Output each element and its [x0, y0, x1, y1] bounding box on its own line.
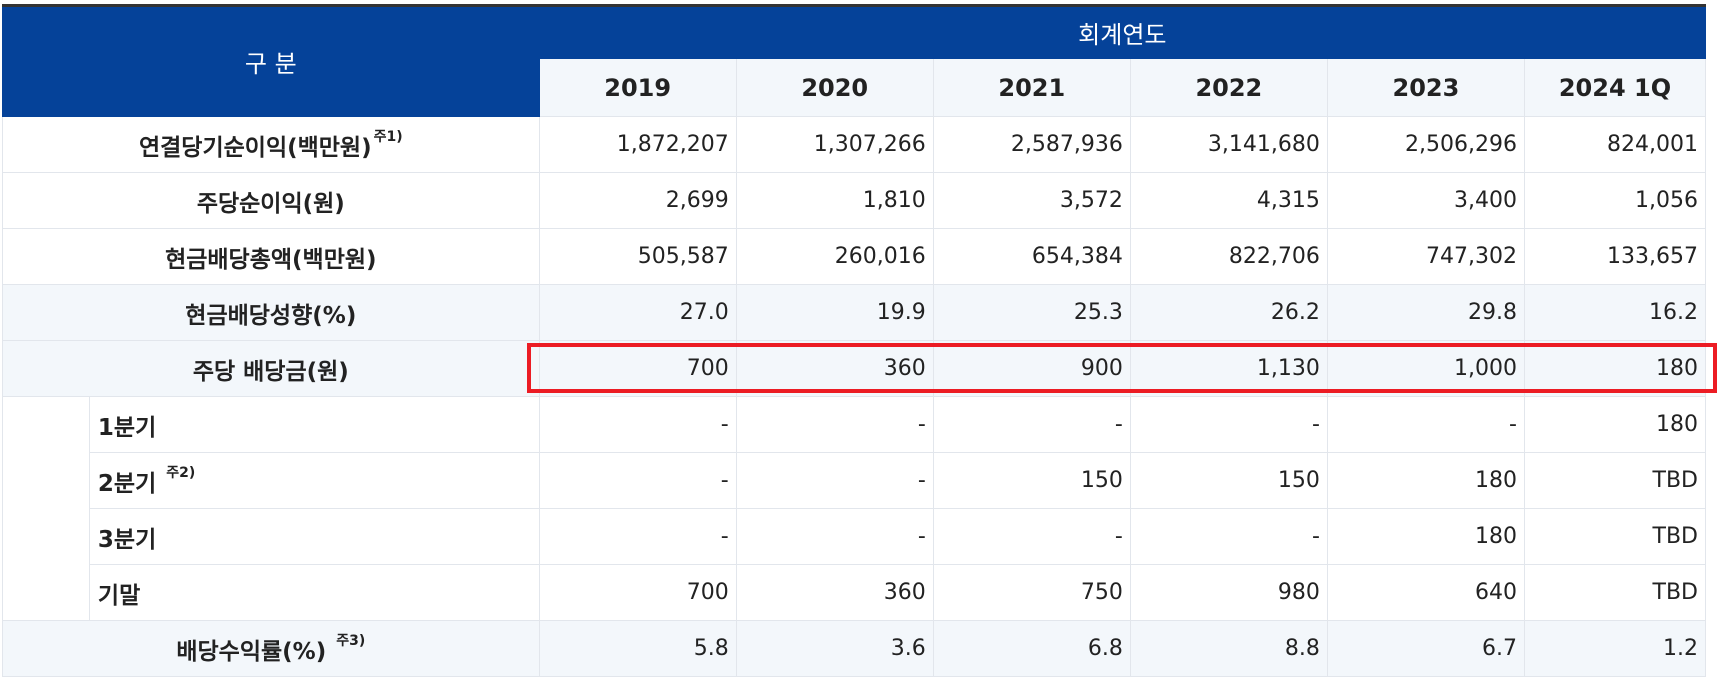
cell-value: - — [538, 452, 737, 509]
table-row-dps: 주당 배당금(원) 700 360 900 1,130 1,000 180 — [2, 340, 1707, 397]
header-year-2019: 2019 — [538, 58, 737, 117]
cell-value: - — [1326, 396, 1525, 453]
footnote-mark: 주2) — [166, 464, 196, 481]
cell-value: 1,810 — [735, 172, 934, 229]
cell-value: - — [932, 508, 1131, 565]
row-label: 주당순이익(원) — [2, 172, 540, 229]
header-row-years: 2019 2020 2021 2022 2023 2024 1Q — [3, 58, 1707, 117]
indent-spacer — [2, 396, 90, 621]
cell-value: - — [735, 396, 934, 453]
cell-value: 3.6 — [735, 620, 934, 677]
cell-value: 25.3 — [932, 284, 1131, 341]
row-label-text: 배당수익률(%) — [176, 638, 327, 665]
cell-value: 1,872,207 — [538, 116, 737, 173]
header-year-2020: 2020 — [735, 58, 934, 117]
cell-value: 27.0 — [538, 284, 737, 341]
cell-value: 1,307,266 — [735, 116, 934, 173]
cell-value: 980 — [1129, 564, 1328, 621]
header-year-2022: 2022 — [1129, 58, 1328, 117]
cell-value: 6.8 — [932, 620, 1131, 677]
header-row-fiscal-year: 구 분 회계연도 — [2, 5, 1707, 117]
row-label: 3분기 — [88, 508, 540, 565]
header-year-2023: 2023 — [1326, 58, 1525, 117]
cell-value: 1,000 — [1326, 340, 1525, 397]
cell-value: 900 — [932, 340, 1131, 397]
cell-value: 2,506,296 — [1326, 116, 1525, 173]
cell-value: 1,056 — [1523, 172, 1707, 229]
cell-value: - — [538, 396, 737, 453]
table-row-year-end: 기말 700 360 750 980 640 TBD — [3, 564, 1707, 621]
cell-value: TBD — [1523, 564, 1707, 621]
row-label: 연결당기순이익(백만원) 주1) — [2, 116, 540, 173]
row-label: 기말 — [88, 564, 540, 621]
table-row-dividend-yield: 배당수익률(%) 주3) 5.8 3.6 6.8 8.8 6.7 1.2 — [2, 620, 1707, 677]
cell-value: 654,384 — [932, 228, 1131, 285]
row-label-text: 연결당기순이익(백만원) — [138, 134, 372, 161]
cell-value: - — [735, 452, 934, 509]
table-row-payout-ratio: 현금배당성향(%) 27.0 19.9 25.3 26.2 29.8 16.2 — [2, 284, 1707, 341]
cell-value: 1,130 — [1129, 340, 1328, 397]
row-label: 주당 배당금(원) — [2, 340, 540, 397]
cell-value: 180 — [1523, 396, 1707, 453]
cell-value: 260,016 — [735, 228, 934, 285]
cell-value: - — [538, 508, 737, 565]
cell-value: 8.8 — [1129, 620, 1328, 677]
cell-value: 700 — [538, 340, 737, 397]
cell-value: 5.8 — [538, 620, 737, 677]
table-row-q2: 2분기 주2) - - 150 150 180 TBD — [3, 452, 1707, 509]
cell-value: 3,400 — [1326, 172, 1525, 229]
cell-value: 3,572 — [932, 172, 1131, 229]
cell-value: 360 — [735, 340, 934, 397]
cell-value: 3,141,680 — [1129, 116, 1328, 173]
table-row-q1: 1분기 - - - - - 180 — [2, 396, 1707, 621]
cell-value: 26.2 — [1129, 284, 1328, 341]
cell-value: 180 — [1326, 452, 1525, 509]
cell-value: 700 — [538, 564, 737, 621]
cell-value: 150 — [932, 452, 1131, 509]
cell-value: 822,706 — [1129, 228, 1328, 285]
row-label: 배당수익률(%) 주3) — [2, 620, 540, 677]
header-fiscal-year: 회계연도 — [538, 5, 1707, 59]
cell-value: 2,699 — [538, 172, 737, 229]
cell-value: TBD — [1523, 508, 1707, 565]
row-label: 1분기 — [88, 396, 540, 453]
cell-value: 747,302 — [1326, 228, 1525, 285]
cell-value: TBD — [1523, 452, 1707, 509]
row-label-text: 2분기 — [97, 470, 157, 497]
table-row-net-income: 연결당기순이익(백만원) 주1) 1,872,207 1,307,266 2,58… — [2, 116, 1707, 173]
cell-value: - — [1129, 508, 1328, 565]
cell-value: - — [932, 396, 1131, 453]
header-year-2021: 2021 — [932, 58, 1131, 117]
cell-value: 16.2 — [1523, 284, 1707, 341]
cell-value: 4,315 — [1129, 172, 1328, 229]
row-label: 현금배당총액(백만원) — [2, 228, 540, 285]
cell-value: 6.7 — [1326, 620, 1525, 677]
cell-value: 150 — [1129, 452, 1328, 509]
table-row-q3: 3분기 - - - - 180 TBD — [3, 508, 1707, 565]
header-category: 구 분 — [2, 5, 540, 117]
cell-value: 360 — [735, 564, 934, 621]
footnote-mark: 주3) — [336, 632, 366, 649]
cell-value: - — [735, 508, 934, 565]
cell-value: 505,587 — [538, 228, 737, 285]
row-label: 2분기 주2) — [88, 452, 540, 509]
dividend-table: 구 분 회계연도 2019 2020 2021 2022 2023 2024 1… — [2, 4, 1707, 677]
row-label: 현금배당성향(%) — [2, 284, 540, 341]
header-year-2024-1q: 2024 1Q — [1523, 58, 1707, 117]
cell-value: 1.2 — [1523, 620, 1707, 677]
table-row-total-dividend: 현금배당총액(백만원) 505,587 260,016 654,384 822,… — [2, 228, 1707, 285]
table-row-eps: 주당순이익(원) 2,699 1,810 3,572 4,315 3,400 1… — [2, 172, 1707, 229]
cell-value: 2,587,936 — [932, 116, 1131, 173]
cell-value: 180 — [1523, 340, 1707, 397]
cell-value: 19.9 — [735, 284, 934, 341]
footnote-mark: 주1) — [373, 128, 403, 145]
cell-value: 824,001 — [1523, 116, 1707, 173]
cell-value: 750 — [932, 564, 1131, 621]
cell-value: 180 — [1326, 508, 1525, 565]
cell-value: 29.8 — [1326, 284, 1525, 341]
cell-value: 640 — [1326, 564, 1525, 621]
cell-value: 133,657 — [1523, 228, 1707, 285]
cell-value: - — [1129, 396, 1328, 453]
